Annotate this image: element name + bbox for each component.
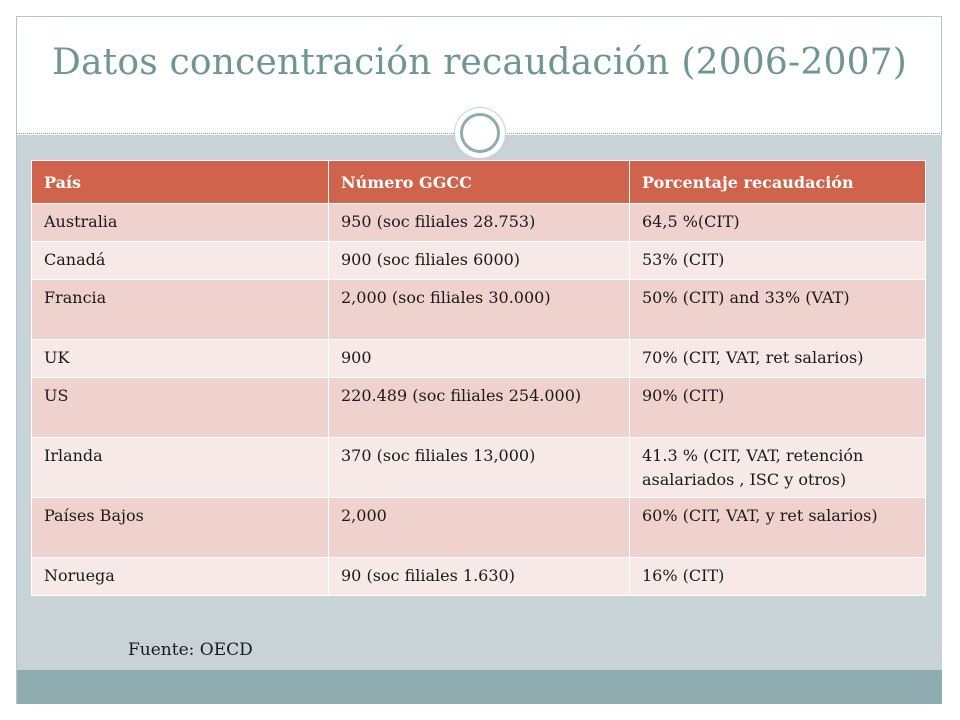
table-row: Canadá 900 (soc filiales 6000) 53% (CIT) xyxy=(31,241,926,280)
cell-number: 900 (soc filiales 6000) xyxy=(328,241,630,280)
cell-percentage: 64,5 %(CIT) xyxy=(629,203,926,242)
header-country: País xyxy=(31,160,329,204)
cell-number: 90 (soc filiales 1.630) xyxy=(328,557,630,596)
cell-country: Francia xyxy=(31,279,329,340)
cell-number: 950 (soc filiales 28.753) xyxy=(328,203,630,242)
footer-band xyxy=(17,670,942,704)
circle-ornament-icon xyxy=(455,108,505,158)
table-header-row: País Número GGCC Porcentaje recaudación xyxy=(31,160,926,204)
cell-percentage: 70% (CIT, VAT, ret salarios) xyxy=(629,339,926,378)
cell-number: 2,000 xyxy=(328,497,630,558)
header-collection-percentage: Porcentaje recaudación xyxy=(629,160,926,204)
cell-country: Países Bajos xyxy=(31,497,329,558)
table-row: UK 900 70% (CIT, VAT, ret salarios) xyxy=(31,339,926,378)
slide-title: Datos concentración recaudación (2006-20… xyxy=(51,42,908,83)
cell-percentage: 16% (CIT) xyxy=(629,557,926,596)
header-number-ggcc: Número GGCC xyxy=(328,160,630,204)
data-table: País Número GGCC Porcentaje recaudación … xyxy=(31,160,926,596)
table-row: US 220.489 (soc filiales 254.000) 90% (C… xyxy=(31,377,926,438)
cell-number: 370 (soc filiales 13,000) xyxy=(328,437,630,498)
cell-percentage: 41.3 % (CIT, VAT, retención asalariados … xyxy=(629,437,926,498)
table-row: Países Bajos 2,000 60% (CIT, VAT, y ret … xyxy=(31,497,926,558)
cell-number: 900 xyxy=(328,339,630,378)
cell-percentage: 90% (CIT) xyxy=(629,377,926,438)
cell-country: Irlanda xyxy=(31,437,329,498)
table-row: Irlanda 370 (soc filiales 13,000) 41.3 %… xyxy=(31,437,926,498)
table-row: Noruega 90 (soc filiales 1.630) 16% (CIT… xyxy=(31,557,926,596)
cell-country: Noruega xyxy=(31,557,329,596)
cell-percentage: 53% (CIT) xyxy=(629,241,926,280)
cell-country: UK xyxy=(31,339,329,378)
cell-number: 2,000 (soc filiales 30.000) xyxy=(328,279,630,340)
cell-percentage: 50% (CIT) and 33% (VAT) xyxy=(629,279,926,340)
cell-country: Australia xyxy=(31,203,329,242)
cell-country: Canadá xyxy=(31,241,329,280)
cell-percentage: 60% (CIT, VAT, y ret salarios) xyxy=(629,497,926,558)
table-row: Australia 950 (soc filiales 28.753) 64,5… xyxy=(31,203,926,242)
cell-country: US xyxy=(31,377,329,438)
table-row: Francia 2,000 (soc filiales 30.000) 50% … xyxy=(31,279,926,340)
source-note: Fuente: OECD xyxy=(128,640,253,660)
cell-number: 220.489 (soc filiales 254.000) xyxy=(328,377,630,438)
